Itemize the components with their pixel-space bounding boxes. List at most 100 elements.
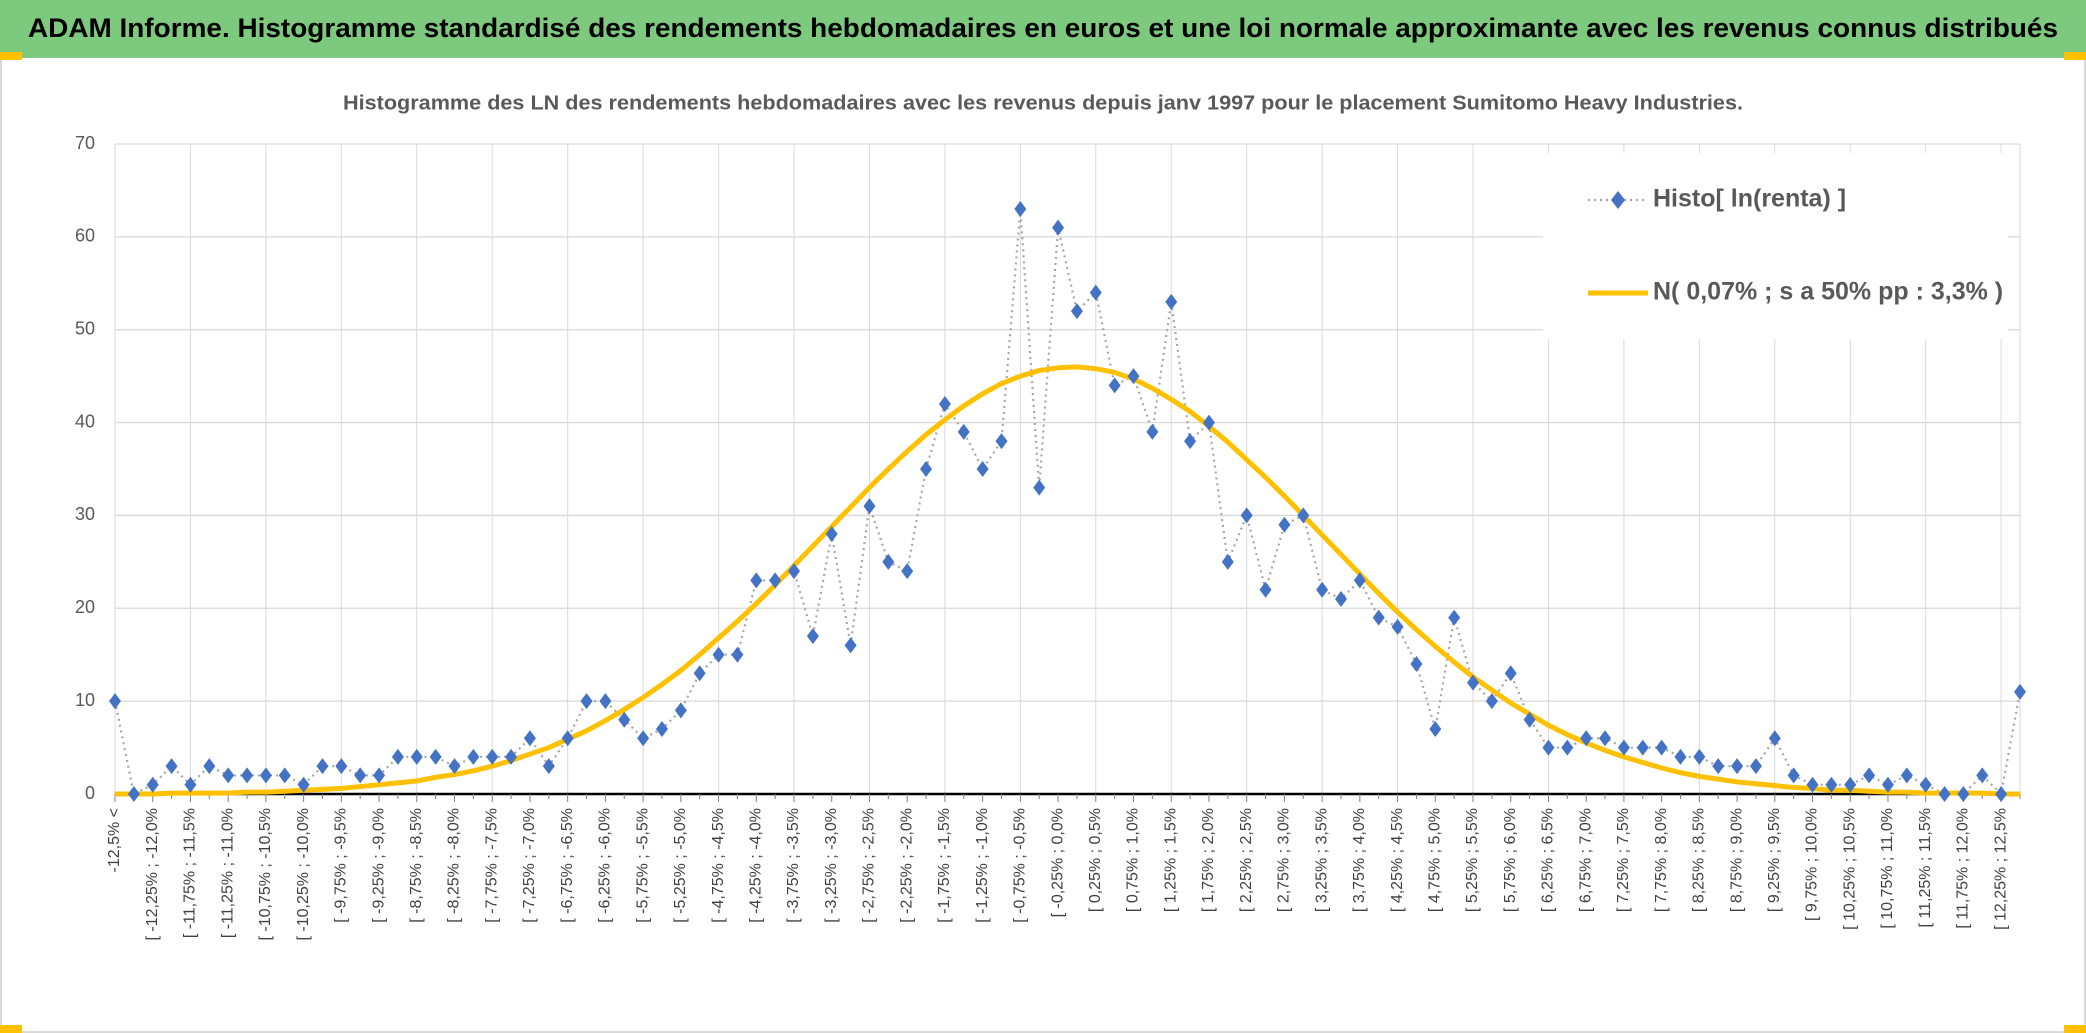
header-bar [0, 0, 2086, 58]
x-tick-label: [ 8,25% ; 8,5% [1691, 808, 1708, 912]
x-tick-label: [ -9,25% ; -9,0% [370, 808, 387, 923]
x-tick-label: [ 3,25% ; 3,5% [1313, 808, 1330, 912]
x-tick-label: [ -10,75% ; -10,5% [257, 808, 274, 941]
data-point [1297, 507, 1310, 524]
data-point [1202, 414, 1215, 431]
y-tick-label: 40 [75, 411, 95, 431]
x-tick-label: [ -11,25% ; -11,0% [219, 808, 236, 938]
x-tick-label: [ -2,25% ; -2,0% [898, 808, 915, 923]
data-point [901, 563, 914, 580]
data-point [467, 748, 480, 765]
data-point [127, 786, 140, 802]
data-point [618, 711, 631, 728]
data-point [995, 433, 1008, 450]
data-point [1844, 776, 1857, 793]
x-tick-label: -12,5% < [106, 808, 123, 872]
data-point [146, 776, 159, 793]
x-tick-label: [ -8,75% ; -8,5% [408, 808, 425, 923]
data-point [1316, 581, 1329, 598]
data-point [712, 646, 725, 663]
data-point [844, 637, 857, 654]
x-tick-label: [ 2,75% ; 3,0% [1276, 808, 1293, 912]
x-tick-label: [ -8,25% ; -8,0% [446, 808, 463, 923]
x-tick-label: [ -6,75% ; -6,5% [559, 808, 576, 923]
data-point [1448, 609, 1461, 626]
data-point [1863, 767, 1876, 784]
data-point [1070, 303, 1083, 320]
x-tick-label: [ 9,75% ; 10,0% [1804, 808, 1821, 921]
data-point [1542, 739, 1555, 756]
data-point [1636, 739, 1649, 756]
data-point [259, 767, 272, 784]
x-tick-label: [ -5,75% ; -5,5% [634, 808, 651, 923]
data-point [335, 758, 348, 775]
x-tick-label: [ -12,25% ; -12,0% [144, 808, 161, 941]
x-tick-label: [ 11,75% ; 12,0% [1955, 808, 1972, 929]
data-point [882, 553, 895, 570]
data-point [1599, 730, 1612, 747]
data-point [448, 758, 461, 775]
x-tick-label: [ 11,25% ; 11,5% [1917, 808, 1934, 927]
data-point [542, 758, 555, 775]
data-point [1693, 748, 1706, 765]
legend-box [1543, 153, 2008, 339]
data-point [1127, 368, 1140, 385]
corner-accent [2064, 1025, 2086, 1033]
data-point [1146, 423, 1159, 440]
normal-curve [115, 364, 2020, 797]
data-point [316, 758, 329, 775]
data-point [1561, 739, 1574, 756]
data-point [1014, 201, 1027, 217]
x-tick-label: [ -1,25% ; -1,0% [974, 808, 991, 923]
data-point [1429, 721, 1442, 737]
data-point [297, 776, 310, 793]
y-tick-label: 20 [75, 597, 95, 617]
y-tick-label: 30 [75, 504, 95, 524]
x-tick-label: [ 7,25% ; 7,5% [1615, 808, 1632, 912]
x-tick-label: [ 0,75% ; 1,0% [1125, 808, 1142, 912]
corner-accent [0, 52, 22, 60]
x-tick-label: [ -7,25% ; -7,0% [521, 808, 538, 923]
data-point [1485, 693, 1498, 710]
data-point [1372, 609, 1385, 626]
x-tick-label: [ -9,75% ; -9,5% [333, 808, 350, 923]
data-point [599, 693, 612, 710]
data-point [1957, 786, 1970, 802]
data-point [1731, 758, 1744, 775]
data-point [1353, 572, 1366, 589]
x-tick-label: [ 4,25% ; 4,5% [1389, 808, 1406, 912]
x-tick-label: [ -4,25% ; -4,0% [748, 808, 765, 923]
data-point [1334, 591, 1347, 607]
data-point [1052, 219, 1065, 236]
x-tick-label: [ 8,75% ; 9,0% [1728, 808, 1745, 912]
data-point [354, 767, 367, 784]
data-point [1674, 748, 1687, 765]
data-point [1410, 656, 1423, 672]
data-point [241, 767, 254, 784]
data-point [203, 758, 216, 775]
x-tick-label: [ 12,25% ; 12,5% [1992, 808, 2009, 930]
data-point [222, 767, 235, 784]
x-tick-label: [ -0,75% ; -0,5% [1012, 808, 1029, 923]
data-point [693, 665, 706, 682]
y-tick-label: 0 [85, 783, 95, 803]
x-tick-label: [ 4,75% ; 5,0% [1427, 808, 1444, 912]
data-point [1787, 767, 1800, 784]
data-point [788, 563, 801, 580]
data-point [1391, 618, 1404, 635]
data-point [373, 767, 386, 784]
data-point [976, 461, 989, 477]
y-tick-label: 70 [75, 133, 95, 153]
data-point [920, 461, 933, 477]
data-point [938, 396, 951, 412]
data-point [750, 572, 763, 589]
y-tick-label: 60 [75, 226, 95, 246]
data-point [1523, 711, 1536, 728]
x-tick-label: [ -0,25% ; 0,0% [1049, 808, 1066, 917]
x-tick-label: [ 6,25% ; 6,5% [1540, 808, 1557, 912]
data-point [1655, 739, 1668, 756]
data-point [1240, 507, 1253, 524]
x-tick-label: [ 3,75% ; 4,0% [1351, 808, 1368, 912]
legend-swatch [1611, 191, 1625, 209]
